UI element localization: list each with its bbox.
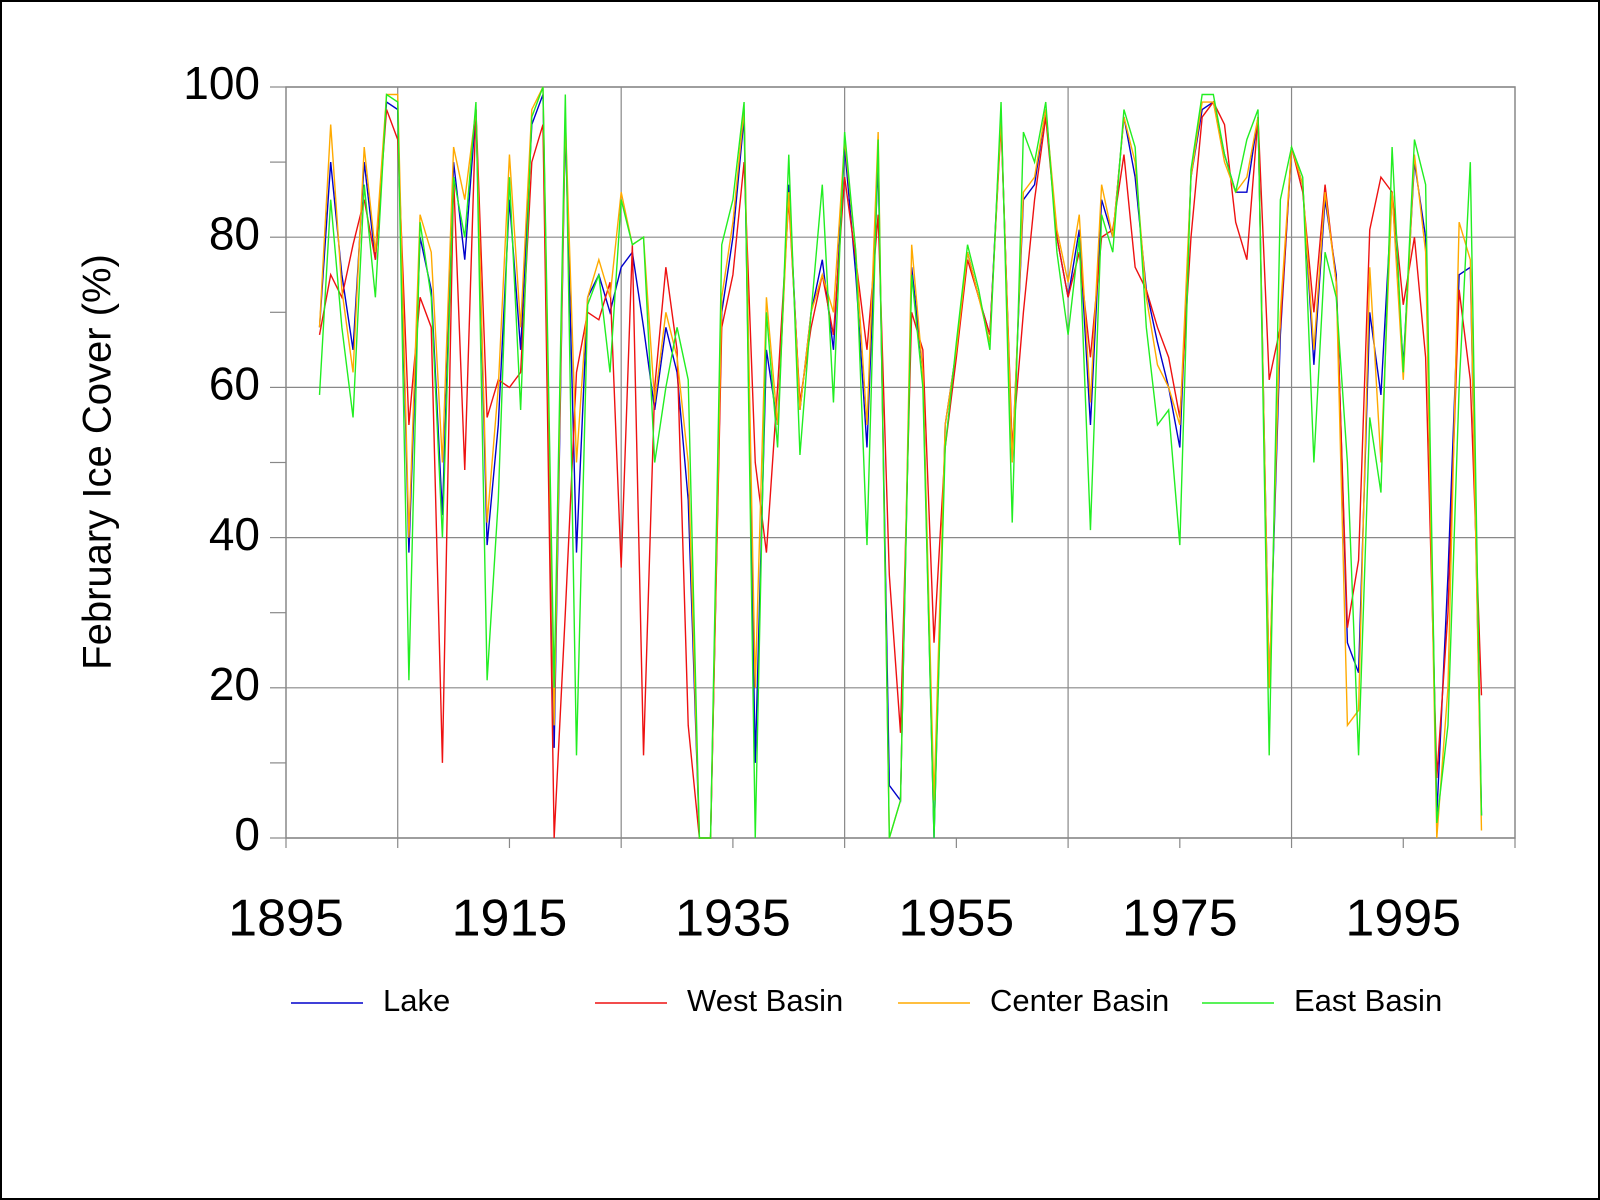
legend-item: Lake	[291, 983, 450, 1018]
y-tick-label: 100	[183, 57, 260, 109]
legend-label: Lake	[383, 983, 450, 1018]
legend-label: West Basin	[687, 983, 843, 1018]
x-tick-label: 1955	[899, 890, 1015, 948]
x-tick-label: 1995	[1345, 890, 1461, 948]
x-tick-label: 1935	[675, 890, 791, 948]
x-tick-label: 1915	[452, 890, 568, 948]
series-line	[318, 86, 1483, 839]
y-tick-label: 60	[209, 358, 260, 410]
y-tick-label: 80	[209, 207, 260, 259]
legend-label: East Basin	[1294, 983, 1442, 1018]
x-tick-label: 1895	[228, 890, 344, 948]
legend-item: East Basin	[1202, 983, 1442, 1018]
legend-item: West Basin	[595, 983, 843, 1018]
y-tick-label: 40	[209, 508, 260, 560]
legend-item: Center Basin	[898, 983, 1169, 1018]
y-axis-label: February Ice Cover (%)	[76, 254, 120, 670]
y-tick-label: 0	[234, 808, 260, 860]
legend-label: Center Basin	[990, 983, 1169, 1018]
x-tick-label: 1975	[1122, 890, 1238, 948]
y-tick-label: 20	[209, 658, 260, 710]
